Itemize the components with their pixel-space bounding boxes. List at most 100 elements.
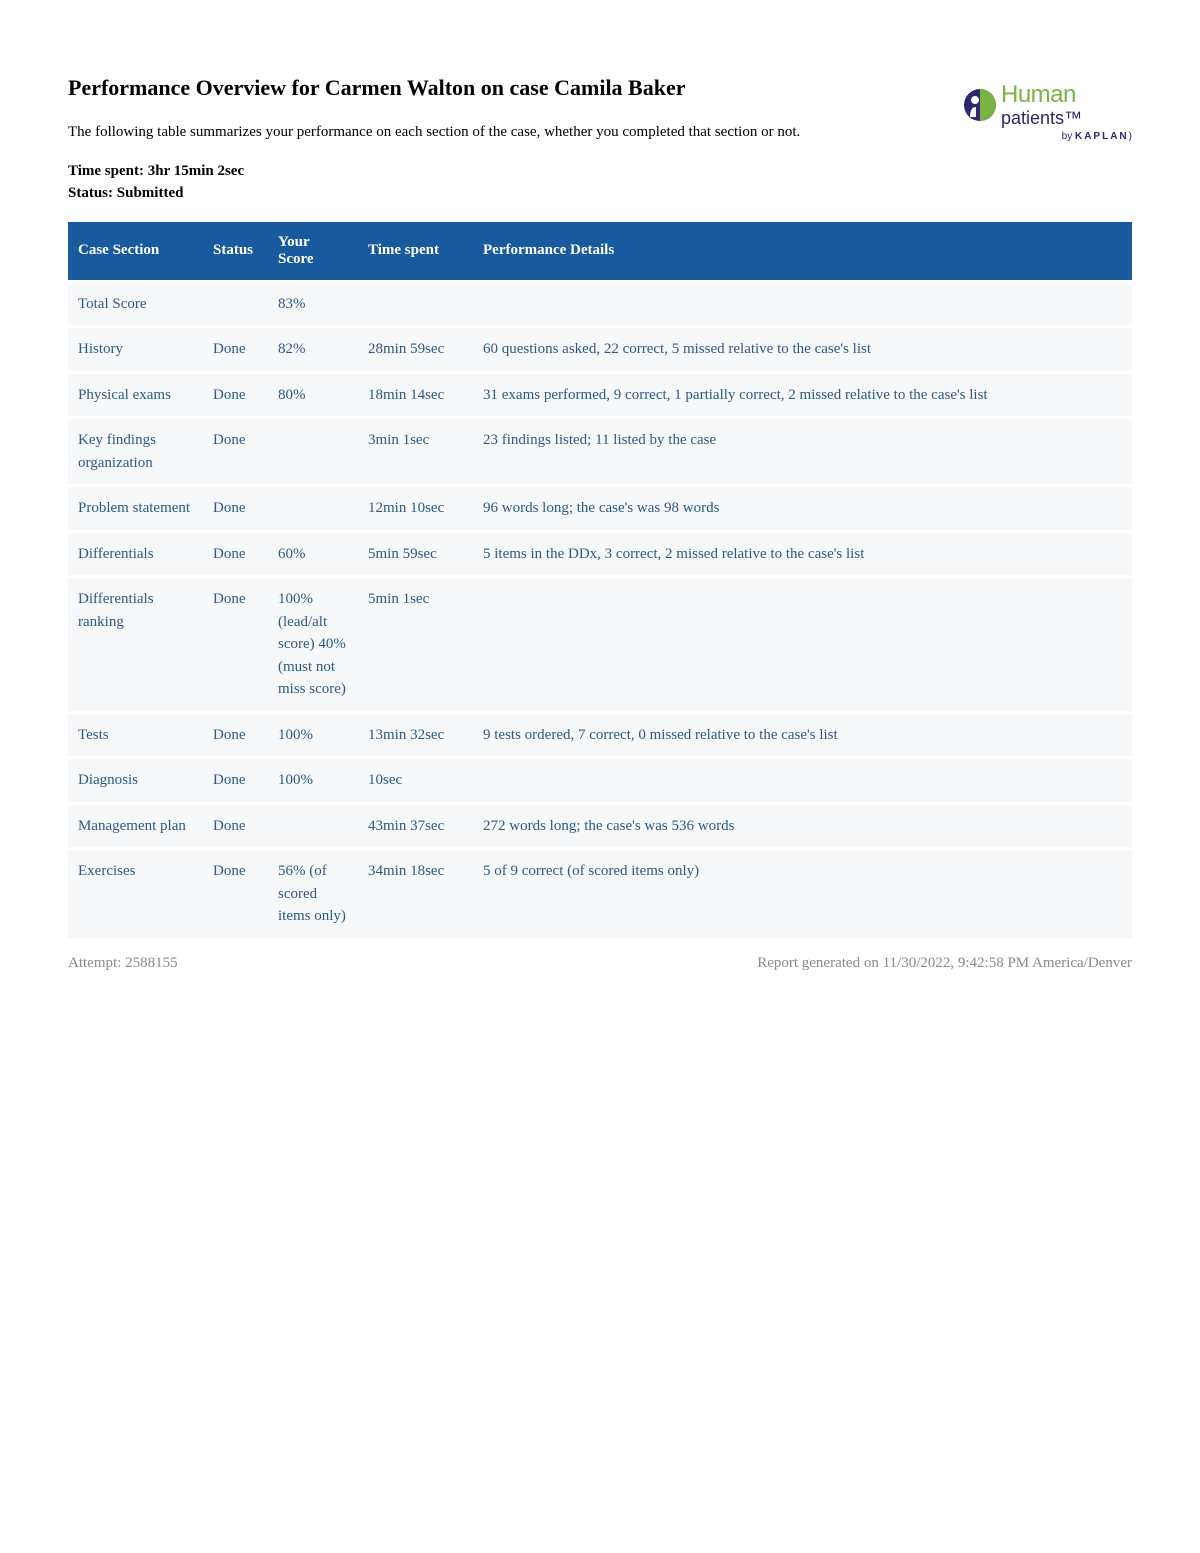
cell-section: Physical exams	[68, 374, 203, 417]
cell-score: 100%	[268, 759, 358, 802]
footer-attempt: Attempt: 2588155	[68, 955, 178, 972]
cell-status: Done	[203, 759, 268, 802]
logo-by: by	[1062, 131, 1073, 142]
cell-time: 43min 37sec	[358, 805, 473, 848]
cell-details: 60 questions asked, 22 correct, 5 missed…	[473, 328, 1132, 371]
cell-time: 18min 14sec	[358, 374, 473, 417]
logo-text: Human patients™	[1001, 83, 1082, 127]
cell-time: 28min 59sec	[358, 328, 473, 371]
cell-status: Done	[203, 487, 268, 530]
th-time: Time spent	[358, 222, 473, 280]
cell-status: Done	[203, 374, 268, 417]
table-row: Total Score83%	[68, 283, 1132, 326]
cell-details: 5 of 9 correct (of scored items only)	[473, 850, 1132, 938]
cell-time: 5min 1sec	[358, 578, 473, 711]
cell-status: Done	[203, 805, 268, 848]
cell-time: 12min 10sec	[358, 487, 473, 530]
meta-info: Time spent: 3hr 15min 2sec Status: Submi…	[68, 160, 942, 205]
cell-time: 3min 1sec	[358, 419, 473, 484]
cell-section: Management plan	[68, 805, 203, 848]
time-spent-line: Time spent: 3hr 15min 2sec	[68, 160, 942, 183]
cell-score: 100%	[268, 714, 358, 757]
cell-score: 100% (lead/alt score) 40% (must not miss…	[268, 578, 358, 711]
cell-score: 60%	[268, 533, 358, 576]
cell-section: Differentials ranking	[68, 578, 203, 711]
table-row: DiagnosisDone100%10sec	[68, 759, 1132, 802]
cell-section: Tests	[68, 714, 203, 757]
generated-label: Report generated on	[757, 955, 879, 971]
table-row: Physical examsDone80%18min 14sec31 exams…	[68, 374, 1132, 417]
cell-section: Problem statement	[68, 487, 203, 530]
cell-status: Done	[203, 328, 268, 371]
ihuman-icon	[962, 87, 998, 123]
page-title: Performance Overview for Carmen Walton o…	[68, 75, 942, 101]
cell-status: Done	[203, 419, 268, 484]
cell-details: 272 words long; the case's was 536 words	[473, 805, 1132, 848]
logo-kaplan-text: KAPLAN	[1075, 131, 1129, 142]
status-value: Submitted	[117, 185, 184, 201]
logo-patients-text: patients™	[1001, 109, 1082, 127]
table-row: DifferentialsDone60%5min 59sec5 items in…	[68, 533, 1132, 576]
table-header-row: Case Section Status Your Score Time spen…	[68, 222, 1132, 280]
cell-time: 5min 59sec	[358, 533, 473, 576]
status-line: Status: Submitted	[68, 182, 942, 205]
status-label: Status:	[68, 185, 113, 201]
table-row: Problem statementDone 12min 10sec96 words…	[68, 487, 1132, 530]
table-row: HistoryDone82%28min 59sec60 questions as…	[68, 328, 1132, 371]
cell-time: 10sec	[358, 759, 473, 802]
cell-section: Differentials	[68, 533, 203, 576]
footer: Attempt: 2588155 Report generated on 11/…	[68, 955, 1132, 972]
cell-details	[473, 578, 1132, 711]
attempt-label: Attempt:	[68, 955, 121, 971]
time-spent-value: 3hr 15min 2sec	[148, 163, 244, 179]
cell-score: 83%	[268, 283, 358, 326]
cell-details	[473, 283, 1132, 326]
attempt-value: 2588155	[125, 955, 178, 971]
cell-score: 56% (of scored items only)	[268, 850, 358, 938]
brand-logo: Human patients™ by KAPLAN)	[962, 75, 1132, 142]
table-row: Management planDone 43min 37sec272 words …	[68, 805, 1132, 848]
page-subtitle: The following table summarizes your perf…	[68, 121, 942, 144]
logo-top-row: Human patients™	[962, 83, 1132, 127]
cell-score	[268, 805, 358, 848]
time-spent-label: Time spent:	[68, 163, 144, 179]
table-row: TestsDone100%13min 32sec9 tests ordered,…	[68, 714, 1132, 757]
logo-human-text: Human	[1001, 83, 1082, 107]
cell-time: 13min 32sec	[358, 714, 473, 757]
table-row: Key findings organizationDone 3min 1sec23…	[68, 419, 1132, 484]
header: Performance Overview for Carmen Walton o…	[68, 75, 1132, 205]
cell-details: 96 words long; the case's was 98 words	[473, 487, 1132, 530]
cell-details: 5 items in the DDx, 3 correct, 2 missed …	[473, 533, 1132, 576]
th-details: Performance Details	[473, 222, 1132, 280]
cell-time: 34min 18sec	[358, 850, 473, 938]
cell-details: 31 exams performed, 9 correct, 1 partial…	[473, 374, 1132, 417]
cell-status: Done	[203, 714, 268, 757]
cell-section: Exercises	[68, 850, 203, 938]
header-text-block: Performance Overview for Carmen Walton o…	[68, 75, 962, 205]
logo-kaplan-line: by KAPLAN)	[962, 131, 1132, 142]
cell-details	[473, 759, 1132, 802]
performance-table: Case Section Status Your Score Time spen…	[68, 219, 1132, 941]
cell-section: Diagnosis	[68, 759, 203, 802]
table-row: ExercisesDone56% (of scored items only)3…	[68, 850, 1132, 938]
cell-status	[203, 283, 268, 326]
th-status: Status	[203, 222, 268, 280]
table-row: Differentials rankingDone100% (lead/alt …	[68, 578, 1132, 711]
th-section: Case Section	[68, 222, 203, 280]
cell-details: 9 tests ordered, 7 correct, 0 missed rel…	[473, 714, 1132, 757]
cell-score: 80%	[268, 374, 358, 417]
cell-section: Key findings organization	[68, 419, 203, 484]
cell-status: Done	[203, 850, 268, 938]
cell-section: History	[68, 328, 203, 371]
cell-status: Done	[203, 578, 268, 711]
cell-score	[268, 487, 358, 530]
cell-status: Done	[203, 533, 268, 576]
cell-time	[358, 283, 473, 326]
th-score: Your Score	[268, 222, 358, 280]
footer-generated: Report generated on 11/30/2022, 9:42:58 …	[757, 955, 1132, 972]
cell-score: 82%	[268, 328, 358, 371]
table-body: Total Score83%HistoryDone82%28min 59sec6…	[68, 283, 1132, 938]
cell-score	[268, 419, 358, 484]
generated-value: 11/30/2022, 9:42:58 PM America/Denver	[883, 955, 1132, 971]
cell-details: 23 findings listed; 11 listed by the cas…	[473, 419, 1132, 484]
